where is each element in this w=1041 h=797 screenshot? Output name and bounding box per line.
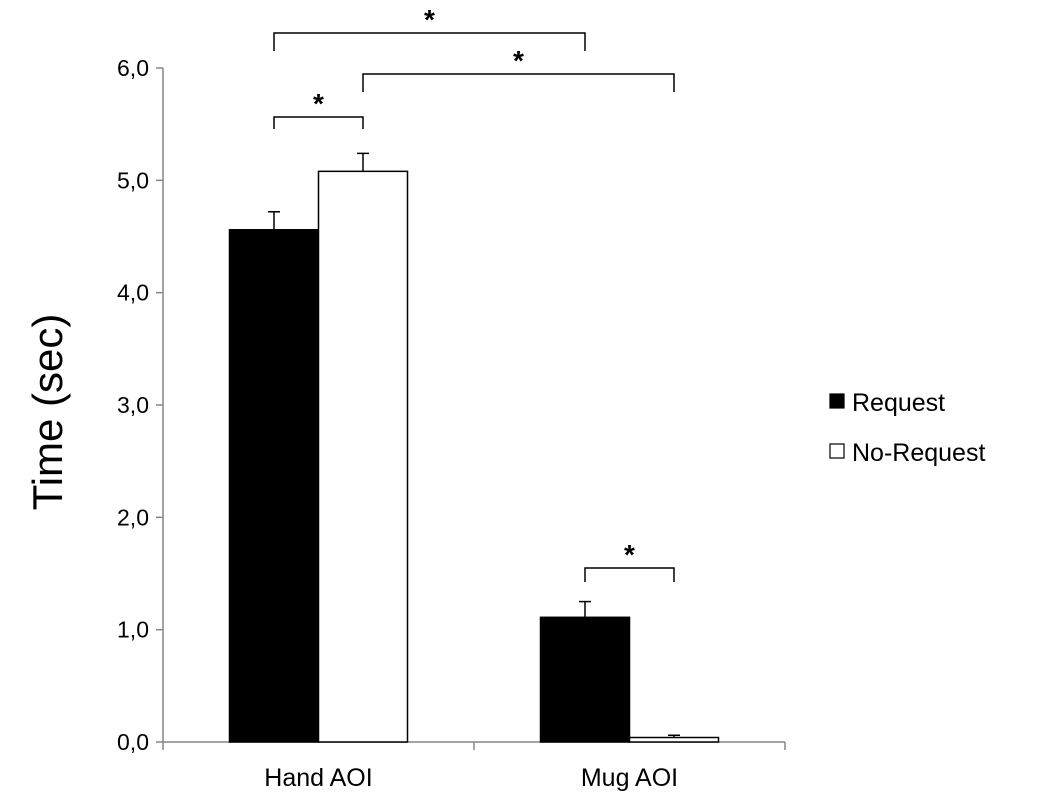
- legend-label: Request: [852, 389, 945, 417]
- x-tick-label: Mug AOI: [581, 764, 678, 792]
- y-tick-label: 5,0: [117, 167, 149, 193]
- y-tick-label: 3,0: [117, 392, 149, 418]
- bars: [228, 170, 720, 743]
- axes: 0,0 1,0 2,0 3,0 4,0 5,0 6,0 Hand AOI Mug AOI: [117, 55, 786, 792]
- significance-marker: *: [313, 88, 324, 119]
- significance-bracket: [584, 567, 675, 582]
- bar-no-request: [628, 736, 720, 743]
- significance-bracket: [362, 73, 675, 92]
- legend-swatch: [829, 443, 845, 459]
- legend-swatch: [829, 393, 845, 409]
- significance-marker: *: [624, 539, 635, 570]
- significance-marker: *: [513, 45, 524, 76]
- significance-bracket: [273, 32, 586, 51]
- bar-no-request: [317, 170, 409, 743]
- legend: Request No-Request: [829, 389, 985, 467]
- legend-label: No-Request: [852, 439, 985, 467]
- y-tick-label: 2,0: [117, 504, 149, 530]
- y-tick-label: 6,0: [117, 55, 149, 81]
- bar-request: [228, 229, 320, 743]
- error-bars: [268, 152, 680, 738]
- significance-bracket: [273, 116, 364, 129]
- significance-marker: *: [424, 4, 435, 35]
- y-tick-label: 1,0: [117, 617, 149, 643]
- y-axis-label: Time (sec): [24, 314, 71, 511]
- y-tick-label: 0,0: [117, 729, 149, 755]
- bar-request: [539, 616, 631, 743]
- significance-brackets: * * * *: [273, 4, 675, 582]
- y-tick-label: 4,0: [117, 280, 149, 306]
- x-tick-label: Hand AOI: [264, 764, 372, 792]
